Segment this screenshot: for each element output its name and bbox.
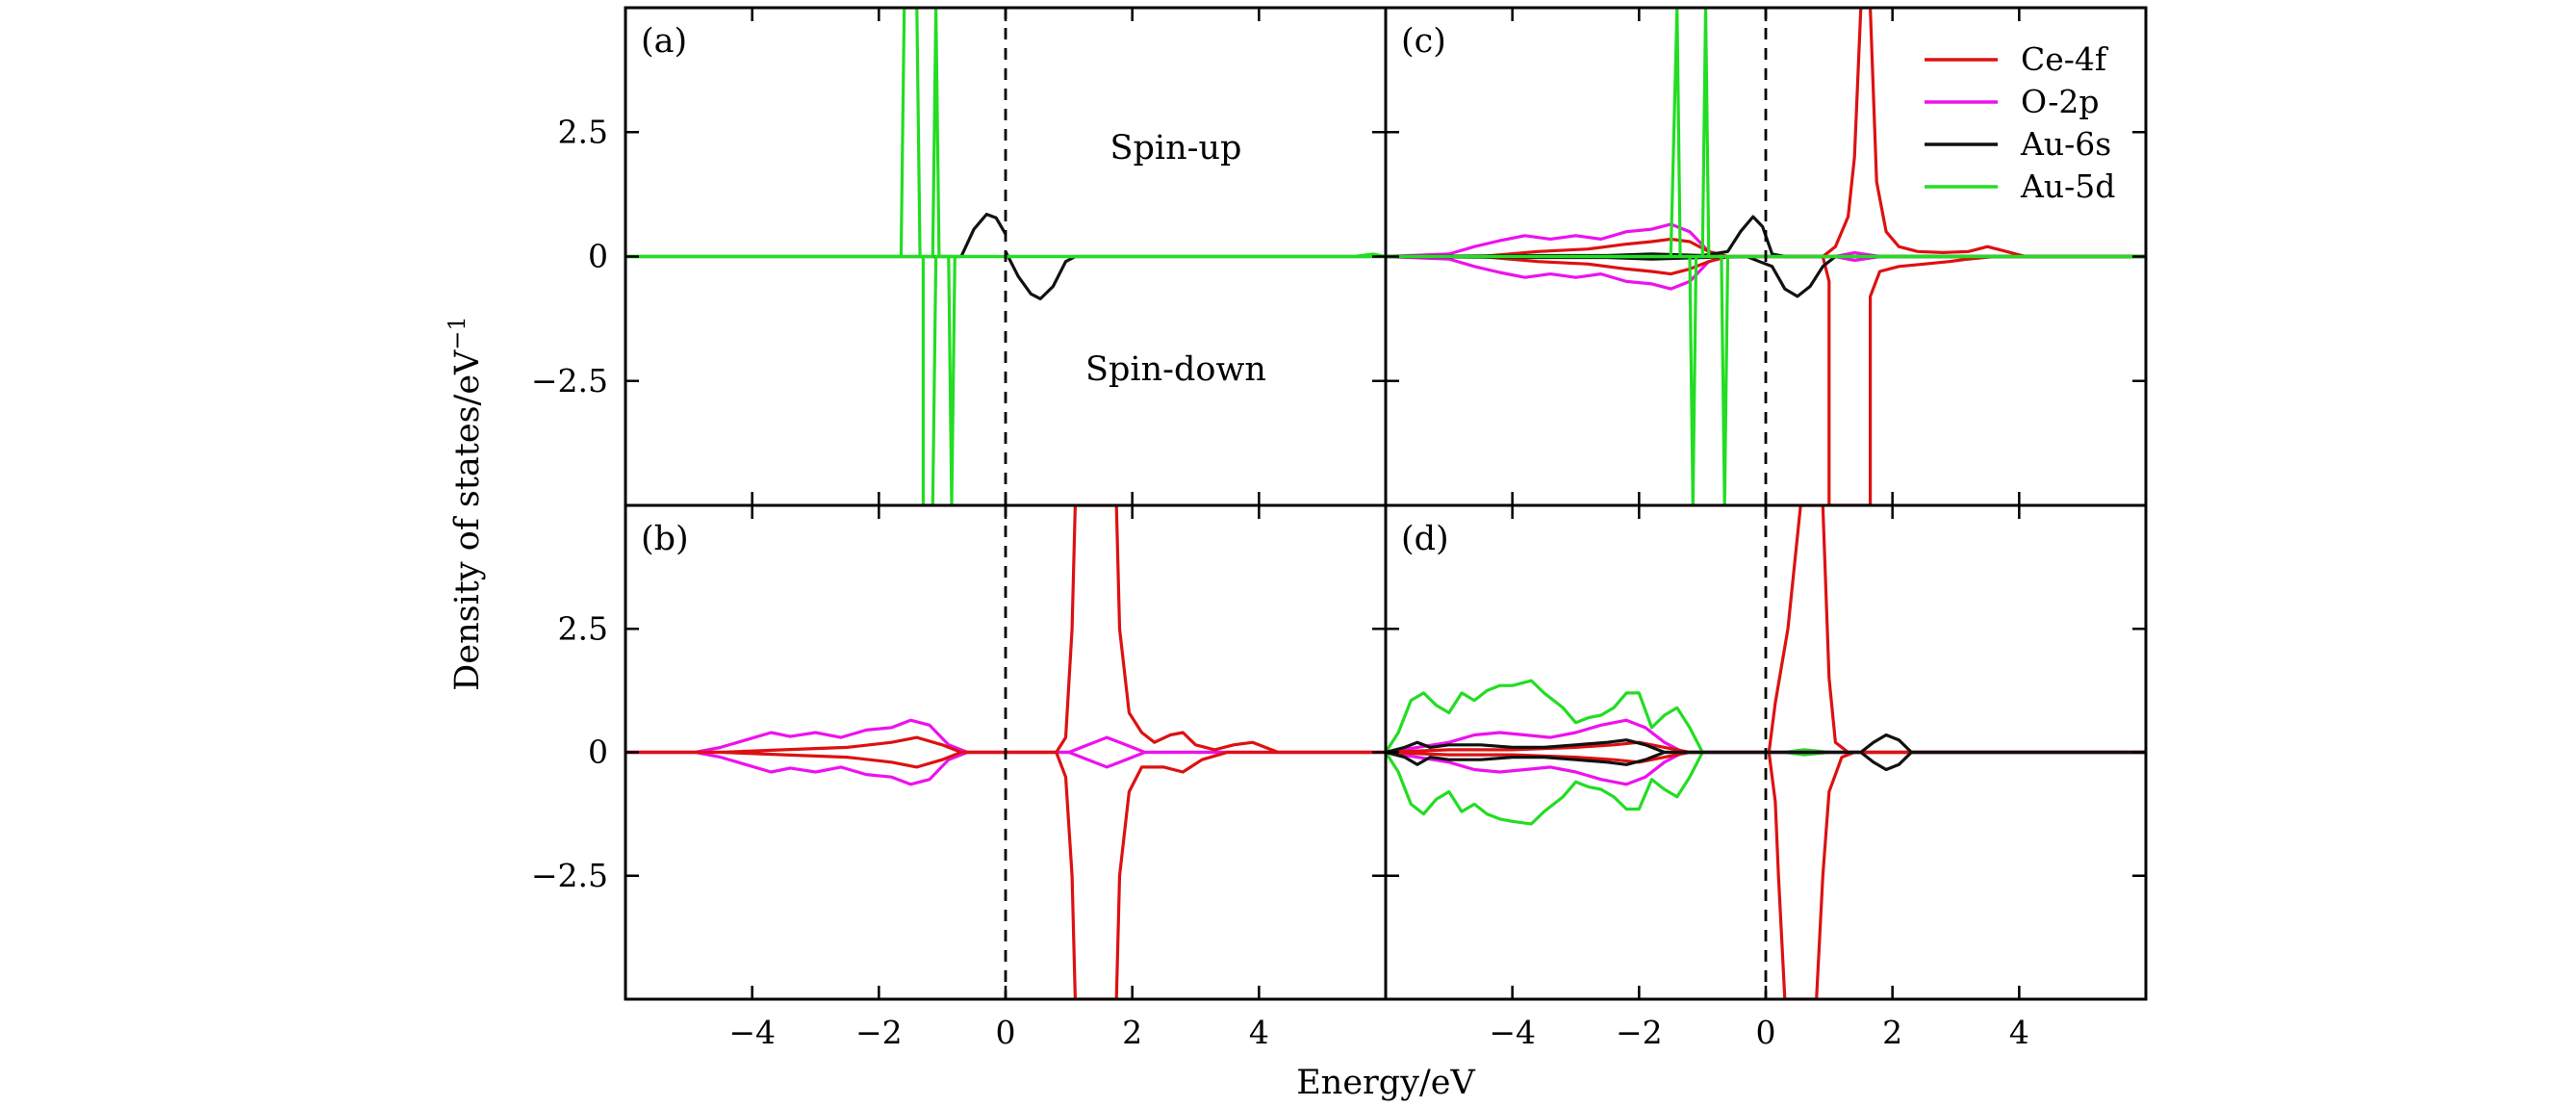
panel-tag: (d) [1401,520,1449,558]
panel-tag: (c) [1401,22,1446,61]
y-tick-label: 0 [588,238,608,275]
legend-label-au-6s: Au-6s [2020,125,2111,163]
panel-curves [1386,505,2146,999]
spin-down-label: Spin-down [1085,350,1266,389]
series-o-2p-down [625,750,1386,786]
panels: 2.5 0 −2.5 (a) −4 −2 0 2 4 2.5 0 −2.5 (b) (c) −4 −2 0 2 4 (… [531,6,2148,1051]
series-au-5d-up [1386,8,2146,259]
series-au-6s-up [625,213,1007,259]
x-tick-label: −2 [855,1014,903,1051]
y-axis-title-exponent: −1 [444,316,471,349]
series-o-2p-up [1386,718,2146,755]
series-au-5d-up [1386,679,2146,755]
series-au-5d-down [1386,750,2146,826]
x-tick-label: 0 [996,1014,1016,1051]
y-tick-label: −2.5 [531,857,608,894]
x-tick-label: 0 [1756,1014,1776,1051]
panel-tag: (b) [641,520,689,558]
y-tick-label: −2.5 [531,362,608,399]
series-o-2p-down [1386,750,2146,786]
x-tick-label: 4 [2009,1014,2029,1051]
panel-curves [1386,8,2146,505]
legend-label-au-5d: Au-5d [2020,167,2115,205]
y-tick-label: 2.5 [558,113,608,150]
panel-d: −4 −2 0 2 4 (d) [1384,503,2148,1051]
x-tick-label: 4 [1249,1014,1269,1051]
series-o-2p-up [625,718,1386,755]
series-ce-4f-up [625,505,1386,755]
legend-label-ce-4f: Ce-4f [2021,40,2109,78]
y-axis-title-group: Density of states/eV−1 [444,316,487,690]
series-au-5d-down [625,254,1386,505]
y-axis-title-main: Density of states/eV [448,349,487,691]
legend: Ce-4f O-2p Au-6s Au-5d [1925,40,2115,205]
x-tick-label: −2 [1616,1014,1663,1051]
series-au-6s-down [1386,750,2146,772]
panel-b: −4 −2 0 2 4 2.5 0 −2.5 (b) [531,503,1388,1051]
panel-a: 2.5 0 −2.5 (a) [531,6,1388,507]
panel-curves [625,8,1386,505]
spin-up-label: Spin-up [1110,129,1242,167]
series-ce-4f-down [625,750,1386,999]
x-tick-label: −4 [728,1014,776,1051]
y-axis-title: Density of states/eV−1 [444,316,487,690]
series-ce-4f-down [1386,254,2146,505]
y-tick-label: 2.5 [558,609,608,647]
panel-tag: (a) [641,22,687,61]
y-tick-label: 0 [588,734,608,771]
x-tick-label: 2 [1882,1014,1902,1051]
series-au-6s-down [1004,250,1386,300]
series-au-5d-down [1386,254,2146,505]
series-ce-4f-down [1386,750,2146,999]
series-au-6s-up [1386,733,2146,755]
series-ce-4f-up [1386,8,2146,259]
legend-label-o-2p: O-2p [2021,83,2100,120]
x-tick-label: 2 [1122,1014,1142,1051]
x-tick-label: −4 [1489,1014,1536,1051]
panel-c: (c) [1384,6,2148,507]
x-axis-title: Energy/eV [1296,1064,1475,1102]
panel-curves [625,505,1386,999]
